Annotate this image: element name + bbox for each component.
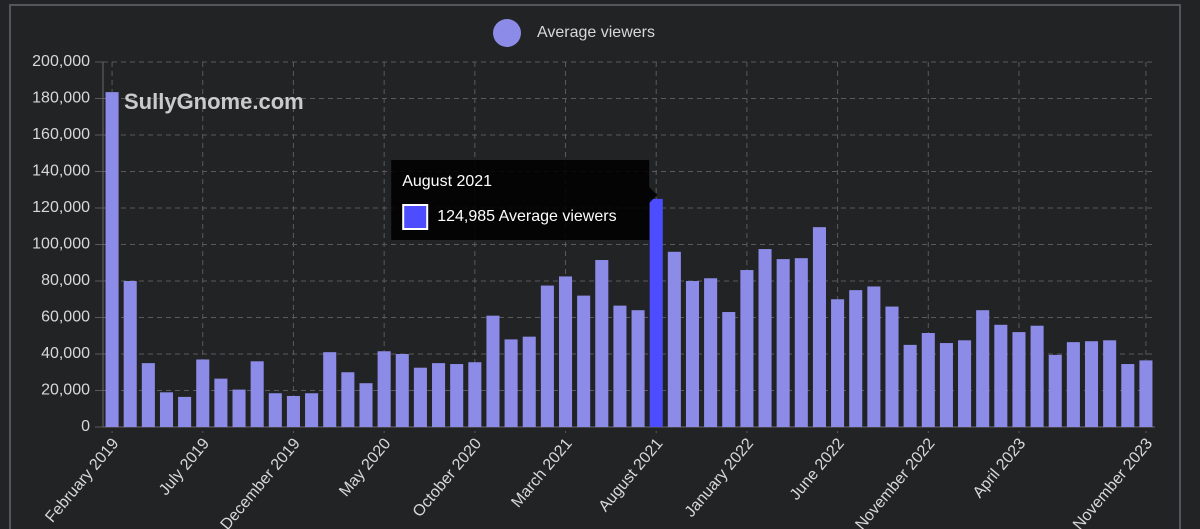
bar: [558, 276, 573, 427]
bar: [413, 367, 427, 427]
bar: [903, 344, 917, 427]
y-tick-label: 80,000: [41, 272, 90, 289]
bar: [758, 249, 772, 427]
bar: [323, 352, 337, 427]
bar: [885, 306, 899, 427]
bar: [232, 389, 246, 427]
bar: [722, 312, 736, 427]
bar: [178, 396, 192, 427]
y-tick-label: 0: [81, 418, 90, 435]
y-tick-label: 120,000: [32, 199, 90, 216]
tooltip-title: August 2021: [402, 173, 492, 190]
bar: [1084, 341, 1099, 427]
bar: [105, 92, 119, 428]
bar: [540, 285, 554, 427]
bar: [268, 393, 282, 427]
bar: [522, 336, 536, 427]
bar: [649, 198, 663, 427]
bar: [196, 359, 210, 427]
bar: [286, 395, 300, 427]
bar: [595, 260, 609, 427]
panel-border: [9, 4, 1181, 529]
bar: [577, 295, 591, 427]
bar: [794, 258, 808, 427]
legend-label[interactable]: Average viewers: [537, 24, 655, 41]
bar: [1139, 360, 1153, 427]
y-tick-label: 40,000: [41, 345, 90, 362]
bar: [994, 324, 1008, 427]
bar: [939, 343, 953, 427]
y-tick-label: 20,000: [41, 382, 90, 399]
bar: [776, 259, 790, 427]
tooltip-label: 124,985 Average viewers: [437, 208, 616, 225]
bar: [214, 378, 228, 427]
bar: [159, 392, 174, 427]
bar: [631, 310, 645, 427]
bar: [486, 315, 500, 427]
bar: [450, 364, 464, 427]
bar: [1012, 332, 1026, 427]
bar: [305, 393, 319, 427]
bar: [704, 278, 718, 427]
bar: [613, 305, 627, 427]
bar: [849, 290, 863, 427]
bar: [341, 372, 355, 427]
y-tick-label: 140,000: [32, 163, 90, 180]
bar: [867, 286, 881, 427]
bar: [432, 363, 446, 427]
bar: [359, 383, 373, 427]
bar: [740, 270, 754, 427]
bar: [976, 310, 990, 427]
bar: [504, 339, 518, 427]
bar: [1121, 364, 1135, 427]
y-tick-label: 100,000: [32, 236, 90, 253]
bar: [250, 361, 264, 427]
bar: [958, 340, 972, 427]
watermark: SullyGnome.com: [124, 89, 304, 114]
y-tick-label: 200,000: [32, 53, 90, 70]
tooltip-swatch: [402, 204, 429, 230]
legend-swatch[interactable]: [493, 19, 521, 47]
bar: [1103, 340, 1117, 427]
bar: [921, 333, 935, 427]
y-tick-label: 180,000: [32, 90, 90, 107]
bar: [395, 354, 409, 427]
y-tick-label: 160,000: [32, 126, 90, 143]
bar: [1030, 325, 1044, 427]
bar: [1048, 354, 1062, 427]
bar: [812, 227, 826, 427]
y-tick-label: 60,000: [41, 309, 90, 326]
bar: [141, 363, 155, 427]
bar: [831, 299, 845, 427]
bar: [685, 281, 700, 427]
bar: [123, 281, 137, 427]
tooltip-box: [391, 160, 658, 240]
bar: [1066, 342, 1080, 427]
bar: [667, 251, 681, 427]
bar: [468, 362, 482, 427]
bar: [377, 351, 391, 427]
tooltip: August 2021 124,985 Average viewers: [391, 160, 658, 240]
